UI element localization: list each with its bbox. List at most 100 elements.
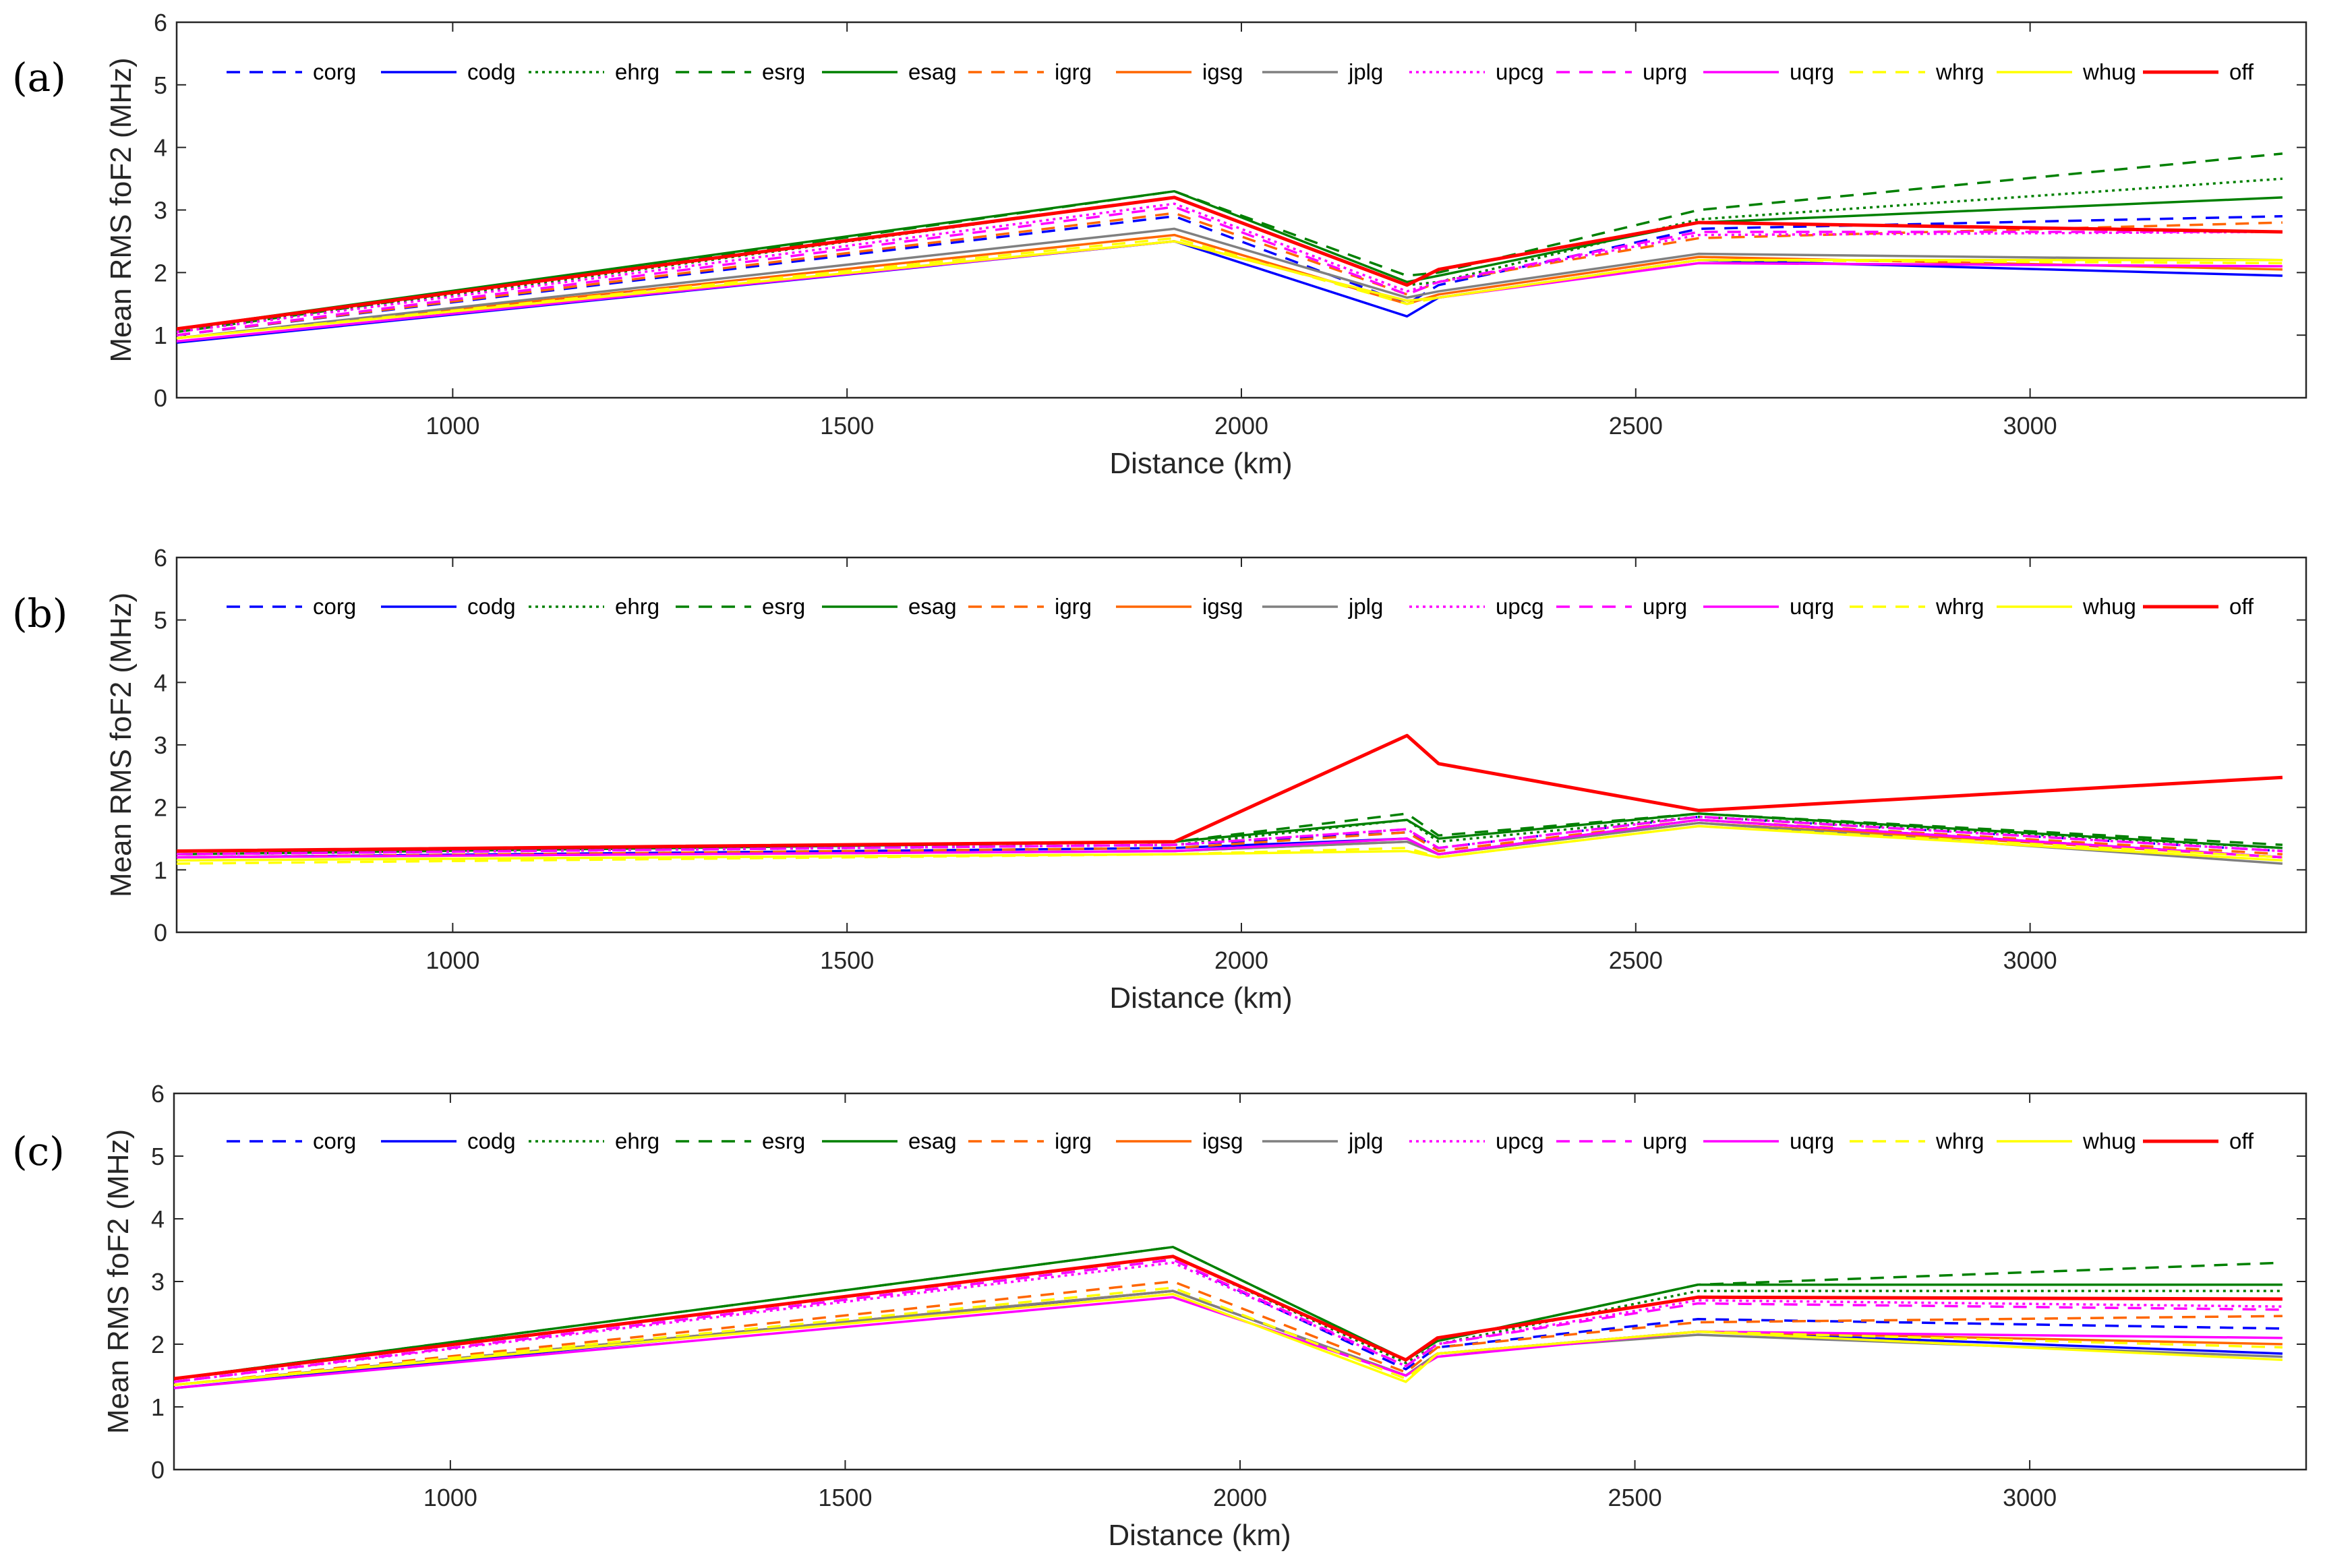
series-group	[177, 733, 2283, 865]
series-line-igrg	[177, 818, 2283, 859]
legend-label-corg: corg	[313, 594, 356, 619]
x-tick-label: 2000	[1214, 412, 1268, 440]
legend-label-uprg: uprg	[1643, 594, 1687, 619]
x-tick-label: 3000	[2003, 1484, 2057, 1511]
legend-label-corg: corg	[313, 1128, 356, 1153]
series-line-uqrg	[177, 818, 2283, 859]
y-tick-label: 1	[151, 1393, 165, 1421]
x-tick-label: 1500	[820, 946, 874, 974]
x-tick-label: 2500	[1608, 1484, 1662, 1511]
series-line-upcg	[174, 1261, 2283, 1383]
series-line-whug	[177, 240, 2283, 340]
y-axis-label: Mean RMS foF2 (MHz)	[105, 57, 138, 362]
legend-label-whug: whug	[2082, 594, 2136, 619]
legend-label-uqrg: uqrg	[1790, 59, 1834, 84]
series-line-uprg	[177, 815, 2283, 855]
x-tick-label: 1000	[425, 946, 479, 974]
legend-label-jplg: jplg	[1348, 1128, 1383, 1153]
y-axis-label: Mean RMS foF2 (MHz)	[102, 1129, 135, 1434]
series-line-whug	[174, 1292, 2283, 1387]
legend-label-esag: esag	[908, 594, 957, 619]
legend-label-igsg: igsg	[1202, 1128, 1243, 1153]
panel-label: (b)	[12, 591, 67, 636]
y-tick-label: 5	[154, 71, 167, 99]
y-tick-label: 0	[154, 384, 167, 412]
series-line-ehrg	[177, 177, 2283, 334]
legend-label-off: off	[2229, 1128, 2254, 1153]
series-line-off	[174, 1255, 2283, 1381]
legend-label-esag: esag	[908, 59, 957, 84]
x-tick-label: 2500	[1609, 946, 1663, 974]
x-axis-label: Distance (km)	[1109, 982, 1292, 1015]
legend-label-whrg: whrg	[1935, 59, 1984, 84]
x-tick-label: 2000	[1213, 1484, 1267, 1511]
legend-label-whug: whug	[2082, 1128, 2136, 1153]
y-tick-label: 2	[151, 1331, 165, 1358]
legend-label-jplg: jplg	[1348, 59, 1383, 84]
series-line-upcg	[177, 202, 2283, 334]
x-tick-label: 1500	[818, 1484, 872, 1511]
legend: corg codg ehrg esrg esag igrg igsg jplg upcg uprg…	[227, 1128, 2254, 1153]
legend-label-esag: esag	[908, 1128, 957, 1153]
y-tick-label: 6	[151, 1080, 165, 1108]
y-tick-label: 3	[151, 1268, 165, 1296]
legend-label-off: off	[2229, 594, 2254, 619]
series-line-uprg	[174, 1258, 2283, 1383]
legend-label-whrg: whrg	[1935, 1128, 1984, 1153]
legend-label-off: off	[2229, 59, 2254, 84]
series-line-esrg	[177, 152, 2283, 334]
legend-label-corg: corg	[313, 59, 356, 84]
legend-label-uqrg: uqrg	[1790, 594, 1834, 619]
legend-label-ehrg: ehrg	[615, 1128, 659, 1153]
x-tick-label: 3000	[2003, 412, 2057, 440]
legend-label-esrg: esrg	[762, 594, 805, 619]
y-tick-label: 2	[154, 794, 167, 822]
series-line-igrg	[174, 1280, 2283, 1387]
y-tick-label: 2	[154, 259, 167, 287]
legend-label-ehrg: ehrg	[615, 594, 659, 619]
series-line-off	[177, 733, 2283, 853]
series-line-off	[177, 195, 2283, 331]
series-line-corg	[177, 215, 2283, 336]
series-line-uprg	[177, 206, 2283, 336]
y-tick-label: 4	[154, 669, 167, 696]
legend-label-esrg: esrg	[762, 1128, 805, 1153]
legend-label-upcg: upcg	[1496, 59, 1544, 84]
series-line-jplg	[174, 1290, 2283, 1387]
y-tick-label: 6	[154, 544, 167, 572]
x-axis-label: Distance (km)	[1108, 1519, 1291, 1552]
y-axis-label: Mean RMS foF2 (MHz)	[105, 593, 138, 897]
x-tick-label: 2500	[1609, 412, 1663, 440]
legend-label-whug: whug	[2082, 59, 2136, 84]
y-tick-label: 3	[154, 731, 167, 759]
legend-label-upcg: upcg	[1496, 594, 1544, 619]
series-line-whug	[177, 824, 2283, 862]
legend-label-uqrg: uqrg	[1790, 1128, 1834, 1153]
y-tick-label: 0	[151, 1456, 165, 1484]
legend-label-igrg: igrg	[1055, 1128, 1092, 1153]
y-tick-label: 1	[154, 322, 167, 349]
legend-label-codg: codg	[467, 1128, 516, 1153]
series-group	[177, 152, 2283, 344]
panel-label: (a)	[12, 55, 66, 100]
y-tick-label: 4	[154, 134, 167, 162]
chart-panel-2: (b) 0 1 2 3 4 5 6 1000 1500 2000 2500 3000 Distance (…	[12, 544, 2307, 1015]
x-axis-label: Distance (km)	[1109, 447, 1292, 480]
legend-label-whrg: whrg	[1935, 594, 1984, 619]
x-tick-label: 3000	[2003, 946, 2057, 974]
panel-label: (c)	[12, 1128, 65, 1174]
legend-label-upcg: upcg	[1496, 1128, 1544, 1153]
y-tick-label: 1	[154, 856, 167, 884]
legend-label-uprg: uprg	[1643, 1128, 1687, 1153]
legend-label-codg: codg	[467, 594, 516, 619]
legend-label-igrg: igrg	[1055, 59, 1092, 84]
y-tick-label: 4	[151, 1205, 165, 1233]
y-tick-label: 3	[154, 197, 167, 224]
legend-label-igsg: igsg	[1202, 59, 1243, 84]
legend-label-ehrg: ehrg	[615, 59, 659, 84]
series-line-jplg	[177, 227, 2283, 340]
legend-label-esrg: esrg	[762, 59, 805, 84]
legend-label-codg: codg	[467, 59, 516, 84]
legend-label-jplg: jplg	[1348, 594, 1383, 619]
